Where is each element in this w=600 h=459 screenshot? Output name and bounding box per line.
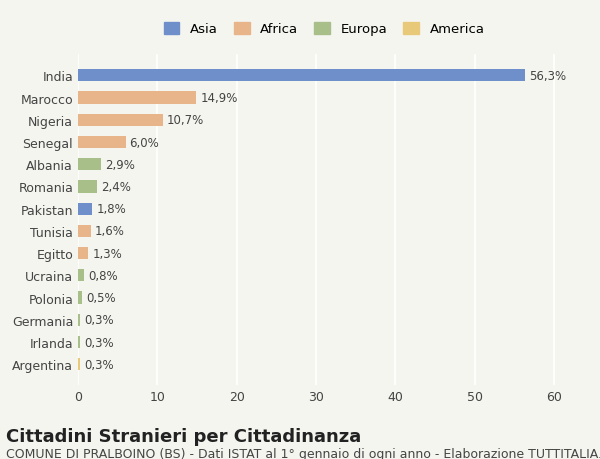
Text: 0,8%: 0,8% bbox=[88, 269, 118, 282]
Text: 2,9%: 2,9% bbox=[105, 158, 135, 171]
Text: 10,7%: 10,7% bbox=[167, 114, 204, 127]
Bar bbox=[78, 314, 80, 326]
Legend: Asia, Africa, Europa, America: Asia, Africa, Europa, America bbox=[160, 19, 488, 40]
Bar bbox=[78, 336, 80, 348]
Bar bbox=[78, 225, 91, 237]
Text: 56,3%: 56,3% bbox=[529, 70, 566, 83]
Text: 0,3%: 0,3% bbox=[85, 336, 114, 349]
Bar bbox=[78, 70, 525, 82]
Text: COMUNE DI PRALBOINO (BS) - Dati ISTAT al 1° gennaio di ogni anno - Elaborazione : COMUNE DI PRALBOINO (BS) - Dati ISTAT al… bbox=[6, 448, 600, 459]
Bar bbox=[78, 114, 163, 127]
Text: 1,3%: 1,3% bbox=[92, 247, 122, 260]
Text: 0,3%: 0,3% bbox=[85, 358, 114, 371]
Bar bbox=[78, 292, 82, 304]
Bar bbox=[78, 137, 125, 149]
Bar bbox=[78, 92, 196, 105]
Text: Cittadini Stranieri per Cittadinanza: Cittadini Stranieri per Cittadinanza bbox=[6, 427, 361, 445]
Text: 0,3%: 0,3% bbox=[85, 313, 114, 327]
Bar bbox=[78, 181, 97, 193]
Bar bbox=[78, 159, 101, 171]
Text: 2,4%: 2,4% bbox=[101, 180, 131, 194]
Bar bbox=[78, 358, 80, 370]
Text: 1,8%: 1,8% bbox=[96, 203, 126, 216]
Text: 0,5%: 0,5% bbox=[86, 291, 116, 304]
Text: 6,0%: 6,0% bbox=[130, 136, 160, 149]
Text: 1,6%: 1,6% bbox=[95, 225, 125, 238]
Bar bbox=[78, 203, 92, 215]
Bar bbox=[78, 247, 88, 260]
Text: 14,9%: 14,9% bbox=[200, 92, 238, 105]
Bar bbox=[78, 269, 85, 282]
